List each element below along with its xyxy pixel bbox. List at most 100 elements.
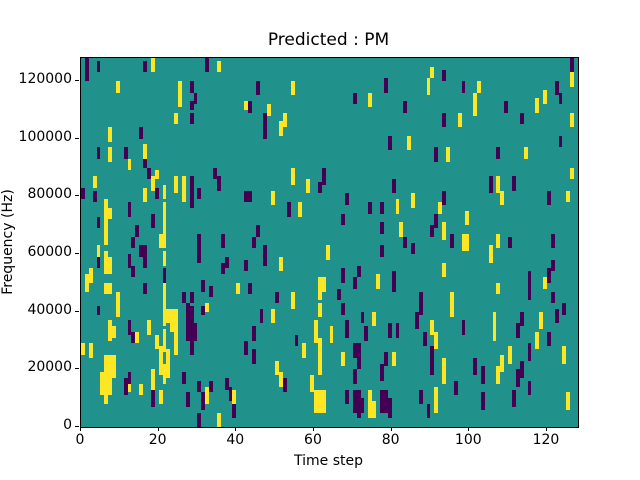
x-tick-mark (468, 427, 470, 431)
heatmap-cell-low (283, 378, 287, 392)
heatmap-cell-high (434, 387, 438, 413)
heatmap-cell-high (155, 335, 159, 349)
heatmap-plot-area (80, 57, 579, 428)
heatmap-cell-high (108, 283, 112, 294)
heatmap-cell-high (372, 401, 376, 418)
heatmap-cell-high (496, 234, 500, 248)
x-tick-mark (235, 427, 237, 431)
heatmap-cell-high (116, 292, 120, 303)
heatmap-cell-low (430, 358, 434, 375)
heatmap-cell-low (252, 326, 256, 341)
heatmap-cell-high (151, 58, 155, 72)
heatmap-cell-low (85, 58, 89, 81)
heatmap-cell-low (124, 378, 128, 395)
heatmap-cell-low (462, 320, 465, 335)
y-tick-label: 40000 (27, 301, 72, 318)
heatmap-cell-high (104, 283, 108, 294)
heatmap-cell-high (170, 309, 174, 332)
x-tick-label: 60 (304, 432, 322, 448)
heatmap-cell-low (197, 188, 201, 199)
heatmap-cell-low (221, 234, 225, 248)
heatmap-cell-low (244, 191, 248, 202)
heatmap-cell-low (357, 343, 361, 358)
heatmap-cell-high (166, 349, 170, 378)
y-tick-label: 100000 (18, 128, 72, 145)
heatmap-cell-high (570, 168, 574, 179)
heatmap-cell-low (201, 392, 205, 410)
heatmap-cell-high (535, 98, 539, 113)
heatmap-cell-low (411, 243, 415, 254)
heatmap-cell-low (139, 245, 143, 257)
heatmap-cell-high (128, 159, 131, 170)
heatmap-cell-high (108, 320, 112, 341)
heatmap-cell-high (108, 147, 112, 162)
heatmap-cell-high (291, 292, 295, 303)
heatmap-cell-high (283, 113, 287, 127)
heatmap-cell-high (318, 390, 322, 413)
heatmap-cell-low (163, 268, 166, 283)
heatmap-cell-low (555, 309, 559, 323)
heatmap-cell-low (353, 390, 357, 413)
heatmap-cell-low (357, 266, 361, 277)
heatmap-cell-high (217, 413, 221, 427)
heatmap-cell-high (271, 191, 275, 205)
heatmap-cell-high (100, 372, 104, 395)
heatmap-cell-high (89, 343, 93, 358)
heatmap-cell-high (163, 185, 166, 199)
heatmap-cell-low (551, 260, 555, 271)
heatmap-cell-low (473, 358, 477, 375)
heatmap-cell-high (291, 303, 295, 309)
heatmap-cell-low (322, 168, 326, 179)
heatmap-cell-low (182, 292, 186, 303)
heatmap-cell-low (562, 303, 566, 315)
heatmap-cell-low (151, 390, 155, 407)
heatmap-cell-high (271, 309, 275, 323)
y-tick-mark (75, 368, 79, 370)
heatmap-cell-high (493, 312, 496, 341)
heatmap-cell-high (217, 61, 221, 72)
heatmap-cell-high (163, 303, 166, 326)
heatmap-cell-low (434, 147, 438, 162)
heatmap-cell-low (504, 101, 508, 113)
heatmap-cell-low (97, 61, 100, 72)
heatmap-cell-high (89, 268, 93, 283)
heatmap-cell-low (287, 202, 291, 217)
heatmap-cell-high (116, 303, 120, 317)
heatmap-cell-high (108, 257, 112, 274)
heatmap-cell-low (197, 381, 201, 392)
heatmap-cell-high (450, 303, 454, 317)
x-tick-label: 120 (532, 432, 560, 448)
heatmap-cell-low (275, 292, 279, 303)
heatmap-cell-low (252, 349, 256, 364)
x-tick-label: 0 (75, 432, 85, 448)
heatmap-cell-high (139, 384, 143, 395)
heatmap-cell-high (442, 358, 446, 384)
heatmap-cell-low (143, 283, 147, 294)
heatmap-cell-low (388, 398, 392, 418)
heatmap-cell-high (566, 191, 570, 202)
heatmap-cell-high (368, 93, 372, 107)
heatmap-cell-low (295, 335, 298, 346)
y-tick-mark (75, 137, 79, 139)
heatmap-cell-high (500, 355, 504, 372)
heatmap-cell-high (155, 170, 159, 179)
heatmap-cell-high (205, 303, 209, 312)
heatmap-cell-high (267, 104, 271, 116)
heatmap-cell-low (232, 404, 236, 418)
heatmap-cell-high (330, 326, 333, 343)
heatmap-cell-high (318, 303, 322, 317)
heatmap-cell-high (392, 352, 396, 366)
heatmap-cell-high (314, 320, 318, 343)
heatmap-cell-high (104, 251, 108, 274)
heatmap-cell-low (403, 237, 407, 248)
y-tick-mark (75, 253, 79, 255)
heatmap-cell-low (139, 127, 143, 139)
heatmap-cell-low (124, 147, 128, 159)
heatmap-cell-high (182, 176, 186, 202)
heatmap-cell-low (547, 268, 551, 283)
heatmap-cell-low (547, 332, 551, 346)
heatmap-cell-low (481, 392, 485, 410)
heatmap-cell-high (302, 343, 306, 358)
heatmap-cell-high (174, 341, 178, 355)
heatmap-cell-low (197, 413, 201, 427)
